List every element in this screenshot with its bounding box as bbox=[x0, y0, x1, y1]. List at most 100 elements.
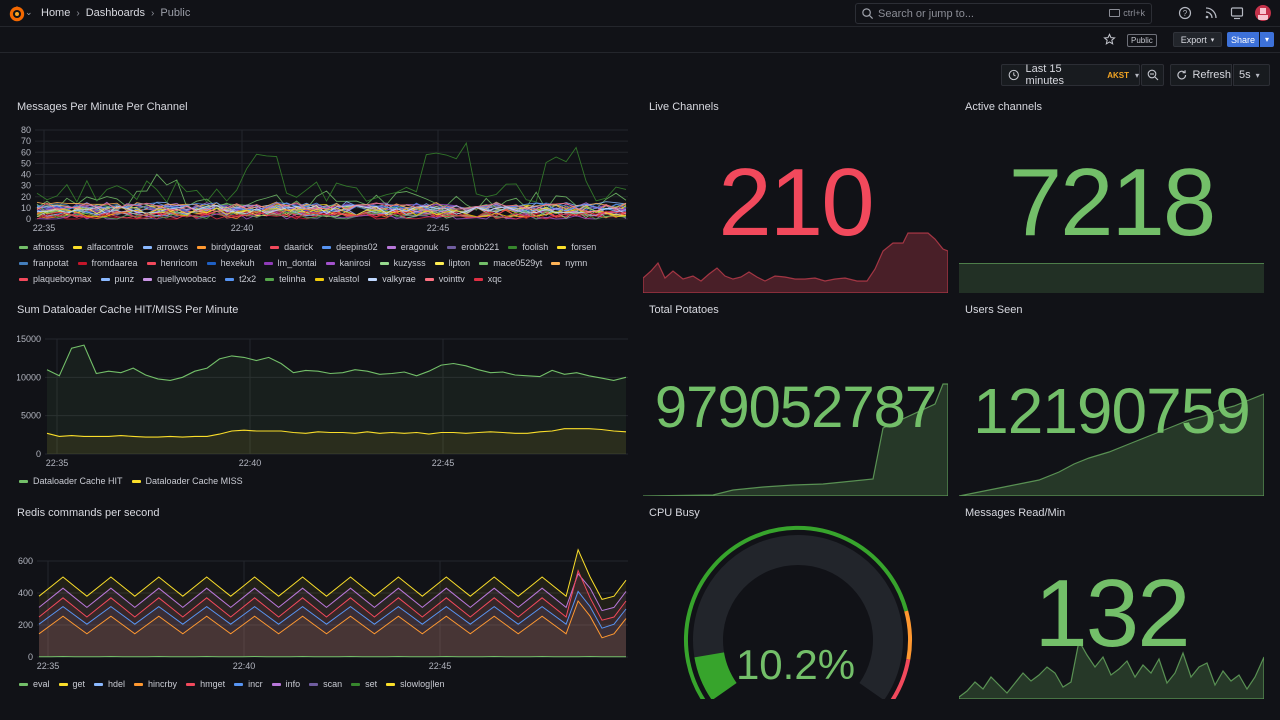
legend-item[interactable]: franpotat bbox=[19, 257, 69, 269]
series-area bbox=[47, 428, 626, 454]
legend-swatch bbox=[270, 245, 280, 249]
active-channels-value: 7218 bbox=[1008, 149, 1217, 256]
legend-item[interactable]: afnosss bbox=[19, 241, 64, 253]
legend-item[interactable]: hexekuh bbox=[206, 257, 255, 269]
legend-item[interactable]: deepins02 bbox=[322, 241, 378, 253]
legend-item[interactable]: nymn bbox=[551, 257, 587, 269]
legend-item[interactable]: valastol bbox=[314, 273, 359, 285]
legend-item[interactable]: incr bbox=[234, 678, 263, 690]
legend-item[interactable]: xqc bbox=[473, 273, 502, 285]
chart-legend: afnosss alfacontrole arrowcs birdydagreat da… bbox=[19, 241, 619, 285]
share-dropdown-button[interactable]: ▾ bbox=[1260, 32, 1274, 47]
time-range-picker[interactable]: Last 15 minutes AKST ▾ bbox=[1001, 63, 1140, 87]
legend-item[interactable]: forsen bbox=[557, 241, 596, 253]
series-line bbox=[38, 569, 627, 621]
legend-item[interactable]: eval bbox=[19, 678, 50, 690]
y-tick-label: 0 bbox=[26, 214, 31, 224]
panel-cpu-busy: CPU Busy 10.2% bbox=[643, 507, 948, 699]
keyboard-icon bbox=[1109, 9, 1121, 17]
legend-item[interactable]: daarick bbox=[270, 241, 313, 253]
breadcrumb-dashboards[interactable]: Dashboards bbox=[85, 7, 146, 19]
dashboard-toolbar: Public Export ▾ Share ▾ bbox=[0, 27, 1280, 53]
chevron-down-icon[interactable]: ⌄ bbox=[25, 7, 33, 17]
legend-item[interactable]: kanirosi bbox=[325, 257, 371, 269]
legend-item[interactable]: telinha bbox=[265, 273, 306, 285]
dataloader-time-series-chart[interactable]: 15000 10000 5000 0 22:35 22:40 22:45 bbox=[17, 326, 629, 471]
legend-swatch bbox=[131, 479, 141, 483]
legend-item[interactable]: hincrby bbox=[134, 678, 177, 690]
legend-swatch bbox=[473, 277, 483, 281]
zoom-out-button[interactable] bbox=[1141, 64, 1164, 86]
star-icon[interactable] bbox=[1103, 33, 1116, 46]
legend-swatch bbox=[19, 277, 28, 281]
grafana-logo-icon[interactable] bbox=[8, 5, 26, 23]
legend-item[interactable]: erobb221 bbox=[447, 241, 499, 253]
legend-item[interactable]: hmget bbox=[186, 678, 225, 690]
legend-swatch bbox=[263, 261, 273, 265]
legend-swatch bbox=[142, 245, 152, 249]
series-line bbox=[36, 206, 627, 217]
legend-item[interactable]: arrowcs bbox=[142, 241, 188, 253]
legend-item[interactable]: scan bbox=[309, 678, 342, 690]
legend-item[interactable]: slowlog|len bbox=[386, 678, 445, 690]
legend-item[interactable]: lm_dontai bbox=[263, 257, 317, 269]
panel-active-channels: Active channels 7218 bbox=[959, 101, 1264, 293]
chevron-down-icon: ▾ bbox=[1134, 70, 1139, 80]
share-label: Share bbox=[1230, 34, 1256, 45]
legend-item[interactable]: plaqueboymax bbox=[19, 273, 92, 285]
legend-swatch bbox=[58, 682, 68, 686]
legend-label: incr bbox=[248, 679, 263, 689]
legend-item[interactable]: vointtv bbox=[424, 273, 465, 285]
series-area bbox=[39, 549, 626, 657]
news-rss-icon[interactable] bbox=[1204, 6, 1218, 20]
legend-item[interactable]: valkyrae bbox=[368, 273, 416, 285]
legend-swatch bbox=[234, 682, 244, 686]
legend-item[interactable]: lipton bbox=[434, 257, 470, 269]
legend-item[interactable]: birdydagreat bbox=[197, 241, 261, 253]
breadcrumb-home[interactable]: Home bbox=[41, 7, 71, 19]
legend-item[interactable]: quellywoobacc bbox=[143, 273, 216, 285]
clock-icon bbox=[1008, 69, 1019, 81]
keyboard-shortcut: ctrl+k bbox=[1109, 8, 1145, 18]
refresh-icon bbox=[1177, 70, 1187, 80]
legend-item[interactable]: get bbox=[58, 678, 85, 690]
legend-item[interactable]: eragonuk bbox=[386, 241, 438, 253]
legend-item[interactable]: t2x2 bbox=[225, 273, 256, 285]
legend-item[interactable]: set bbox=[351, 678, 377, 690]
refresh-interval-picker[interactable]: 5s ▾ bbox=[1233, 64, 1270, 86]
legend-swatch bbox=[146, 261, 156, 265]
panel-title: Messages Per Minute Per Channel bbox=[17, 101, 188, 113]
legend-item[interactable]: Dataloader Cache MISS bbox=[131, 475, 243, 487]
series-line bbox=[36, 204, 627, 215]
series-line bbox=[38, 548, 627, 600]
help-icon[interactable]: ? bbox=[1178, 6, 1192, 20]
refresh-button[interactable]: Refresh bbox=[1170, 64, 1232, 86]
legend-label: t2x2 bbox=[239, 274, 257, 284]
legend-item[interactable]: fromdaarea bbox=[77, 257, 138, 269]
user-avatar[interactable] bbox=[1255, 5, 1271, 21]
legend-item[interactable]: alfacontrole bbox=[73, 241, 134, 253]
legend-item[interactable]: info bbox=[271, 678, 300, 690]
legend-item[interactable]: punz bbox=[100, 273, 134, 285]
legend-label: franpotat bbox=[33, 258, 69, 268]
legend-item[interactable]: mace0529yt bbox=[479, 257, 542, 269]
refresh-interval-value: 5s bbox=[1239, 69, 1251, 81]
export-button[interactable]: Export ▾ bbox=[1173, 32, 1222, 47]
legend-swatch bbox=[386, 245, 396, 249]
series-line bbox=[38, 599, 627, 639]
share-button[interactable]: Share bbox=[1227, 32, 1259, 47]
y-tick-label: 0 bbox=[36, 449, 41, 459]
legend-item[interactable]: kuzysss bbox=[379, 257, 426, 269]
redis-time-series-chart[interactable]: 600 400 200 0 22:35 22:40 22:45 bbox=[17, 537, 629, 677]
legend-item[interactable]: henricom bbox=[146, 257, 198, 269]
monitor-icon[interactable] bbox=[1230, 6, 1244, 20]
legend-item[interactable]: Dataloader Cache HIT bbox=[19, 475, 123, 487]
legend-item[interactable]: foolish bbox=[508, 241, 548, 253]
panel-messages-read: Messages Read/Min 132 bbox=[959, 507, 1264, 699]
legend-label: kuzysss bbox=[393, 258, 426, 268]
search-input[interactable]: Search or jump to... ctrl+k bbox=[855, 3, 1152, 24]
legend-swatch bbox=[19, 245, 28, 249]
legend-item[interactable]: hdel bbox=[94, 678, 125, 690]
legend-swatch bbox=[186, 682, 196, 686]
